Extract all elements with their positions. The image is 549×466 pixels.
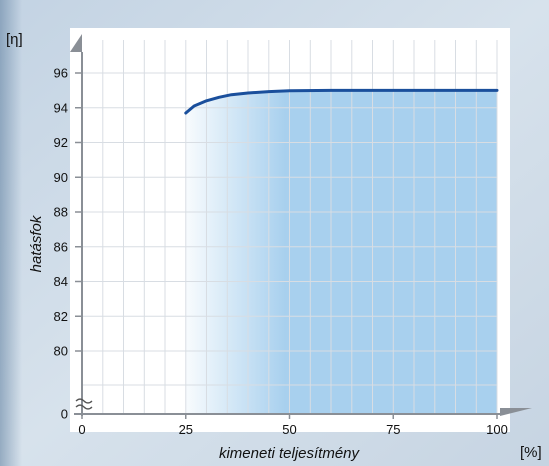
area-fill [185,90,497,415]
axis-break-icon [75,398,93,410]
x-unit-label: [%] [520,444,542,461]
y-unit-label: [η] [6,31,23,48]
y-tick-label: 94 [54,100,68,115]
y-tick-label: 86 [54,239,68,254]
y-tick-label: 88 [54,205,68,220]
x-axis-label: kimeneti teljesítmény [219,445,361,462]
x-tick-label: 25 [179,422,193,437]
x-tick-label: 0 [78,422,85,437]
y-tick-label: 90 [54,170,68,185]
y-axis-label: hatásfok [28,214,45,272]
series-line [184,88,499,115]
y-tick-label: 0 [61,407,68,422]
x-axis-arrow-icon [500,408,532,416]
y-tick-label: 96 [54,66,68,81]
y-axis-arrow-icon [70,34,82,52]
y-tick-label: 92 [54,135,68,150]
x-tick-label: 100 [486,422,508,437]
x-tick-label: 75 [386,422,400,437]
y-tick-label: 82 [54,309,68,324]
y-tick-label: 80 [54,344,68,359]
x-tick-label: 50 [282,422,296,437]
y-tick-label: 84 [54,274,68,289]
